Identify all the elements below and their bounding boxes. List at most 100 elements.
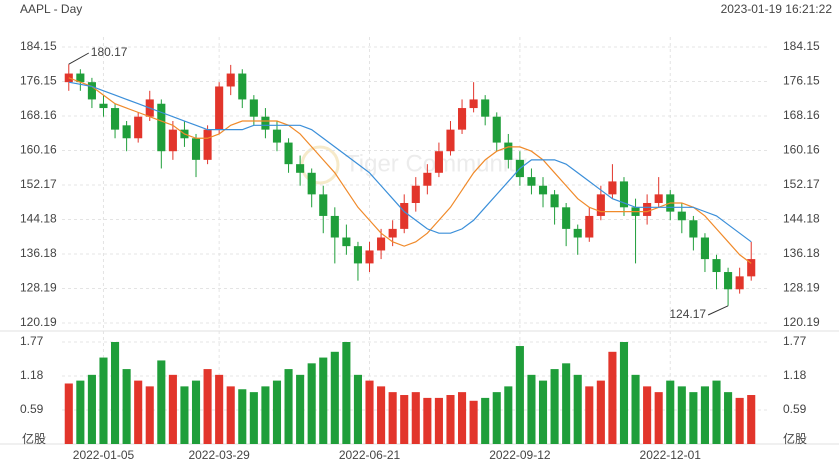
volume-bar (608, 351, 617, 444)
candle-body (215, 86, 224, 130)
candle-body (377, 237, 386, 251)
candle-body (388, 228, 397, 238)
y-tick-label: 168.16 (783, 108, 820, 122)
volume-tick-label: 0.59 (783, 402, 807, 416)
y-tick-label: 160.16 (20, 143, 57, 157)
y-tick-label: 152.17 (783, 177, 820, 191)
candle-body (168, 129, 177, 152)
candle-body (469, 99, 478, 109)
candle-body (527, 177, 536, 186)
y-tick-label: 120.19 (20, 315, 57, 329)
volume-unit: 亿股 (22, 431, 46, 446)
volume-bar (689, 392, 698, 444)
candle-body (492, 116, 501, 143)
volume-bar (284, 369, 293, 444)
candle-body (504, 142, 513, 160)
candle-body (712, 259, 721, 273)
candle-body (353, 246, 362, 264)
volume-bar (654, 392, 663, 444)
candle-body (689, 220, 698, 238)
volume-bar (342, 342, 351, 444)
candle-body (411, 185, 420, 203)
volume-bar (226, 386, 235, 444)
volume-bar (203, 369, 212, 444)
candle-body (724, 272, 733, 290)
candle-body (319, 194, 328, 216)
volume-bar (64, 383, 73, 444)
volume-bar (353, 374, 362, 444)
low-annotation: 124.17 (669, 307, 706, 321)
volume-bar (492, 392, 501, 444)
candle-body (446, 129, 455, 152)
candle-body (538, 185, 548, 195)
high-annotation: 180.17 (91, 45, 128, 59)
y-tick-label: 152.17 (20, 177, 57, 191)
candle-body (654, 194, 663, 203)
candle-body (643, 202, 652, 216)
candle-body (434, 151, 443, 173)
y-tick-label: 144.18 (783, 212, 820, 226)
x-tick-label: 2022-01-05 (73, 448, 135, 462)
candle-body (747, 259, 756, 277)
volume-bar (735, 397, 744, 444)
x-tick-label: 2022-09-12 (489, 448, 551, 462)
candle-body (458, 108, 467, 130)
volume-bar (515, 346, 524, 444)
volume-bar (446, 395, 455, 444)
candle-body (400, 202, 409, 229)
volume-bar (538, 380, 548, 444)
candle-body (238, 73, 247, 100)
volume-bar (458, 392, 467, 444)
candle-body (735, 276, 744, 290)
volume-bar (296, 374, 305, 444)
volume-bar (111, 342, 120, 444)
volume-bar (504, 386, 513, 444)
candle-body (134, 116, 143, 139)
volume-tick-label: 1.18 (20, 368, 44, 382)
candle-body (585, 215, 594, 238)
volume-bar (666, 380, 675, 444)
volume-tick-label: 0.59 (20, 402, 44, 416)
candle-body (619, 181, 629, 208)
volume-tick-label: 1.77 (783, 334, 807, 348)
candle-body (423, 172, 432, 186)
candle-body (481, 99, 490, 117)
volume-bar (261, 386, 270, 444)
y-tick-label: 136.18 (20, 246, 57, 260)
candle-body (226, 73, 235, 87)
chart-title: AAPL - Day (20, 2, 82, 16)
volume-bar (99, 357, 108, 444)
candle-body (573, 228, 582, 238)
volume-bar (631, 374, 640, 444)
volume-bar (619, 342, 629, 444)
candle-body (330, 215, 339, 238)
volume-bar (481, 397, 490, 444)
volume-bar (191, 380, 201, 444)
y-tick-label: 128.19 (20, 281, 57, 295)
y-tick-label: 160.16 (783, 143, 820, 157)
candle-body (122, 125, 131, 139)
volume-bar (365, 380, 374, 444)
volume-bar (122, 369, 131, 444)
volume-bar (724, 392, 733, 444)
candle-body (87, 82, 96, 100)
candle-body (365, 250, 374, 264)
volume-bar (562, 363, 571, 444)
volume-bar (76, 380, 85, 444)
candle-body (608, 181, 617, 195)
candle-body (99, 103, 108, 109)
volume-bar (677, 386, 686, 444)
y-tick-label: 168.16 (20, 108, 57, 122)
y-tick-label: 184.15 (783, 39, 820, 53)
candle-body (562, 207, 571, 229)
volume-bar (712, 380, 721, 444)
candle-body (596, 194, 605, 216)
volume-bar (469, 400, 478, 444)
volume-unit: 亿股 (783, 431, 807, 446)
volume-bar (238, 389, 247, 444)
y-tick-label: 176.15 (783, 74, 820, 88)
volume-bar (596, 380, 605, 444)
candle-body (272, 129, 282, 143)
volume-bar (747, 395, 756, 444)
